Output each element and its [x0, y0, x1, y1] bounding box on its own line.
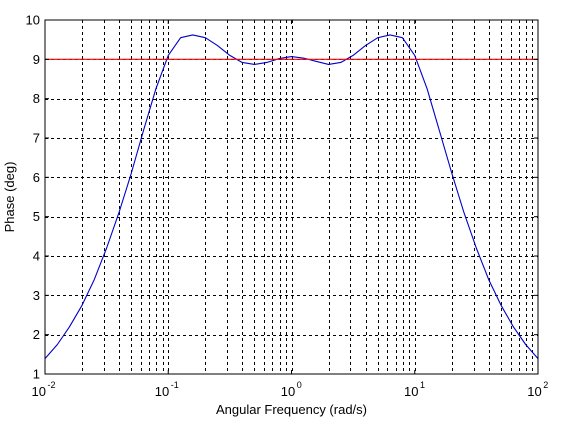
y-axis-label: Phase (deg): [2, 162, 17, 233]
x-tick-label: 10 -2: [32, 380, 56, 399]
x-tick-base: 10: [404, 384, 418, 399]
phase-curve-line: [44, 34, 539, 360]
y-tick-label: 3: [33, 288, 40, 303]
x-tick-label: 10 2: [527, 380, 548, 399]
series-layer: [44, 34, 539, 360]
x-tick-base: 10: [155, 384, 169, 399]
x-tick-exponent: 1: [420, 380, 425, 390]
y-tick-label: 5: [33, 209, 40, 224]
y-tick-label: 2: [33, 327, 40, 342]
grid-layer: [45, 20, 538, 374]
x-tick-label: 10 0: [281, 380, 302, 399]
x-tick-base: 10: [281, 384, 295, 399]
x-axis-label: Angular Frequency (rad/s): [216, 402, 367, 417]
x-tick-exponent: 2: [543, 380, 548, 390]
y-tick-label: 8: [33, 91, 40, 106]
y-tick-label: 4: [33, 249, 40, 264]
y-tick-label: 1: [33, 367, 40, 382]
y-tick-label: 7: [33, 131, 40, 146]
x-tick-base: 10: [32, 384, 46, 399]
labels-layer: Angular Frequency (rad/s) Phase (deg): [2, 162, 367, 417]
y-tick-label: 6: [33, 170, 40, 185]
x-tick-label: 10 -1: [155, 380, 179, 399]
y-tick-label: 10: [26, 13, 40, 28]
x-tick-exponent: 0: [297, 380, 302, 390]
x-tick-label: 10 1: [404, 380, 425, 399]
x-tick-exponent: -2: [48, 380, 56, 390]
y-tick-label: 9: [33, 52, 40, 67]
x-tick-base: 10: [527, 384, 541, 399]
x-tick-exponent: -1: [171, 380, 179, 390]
